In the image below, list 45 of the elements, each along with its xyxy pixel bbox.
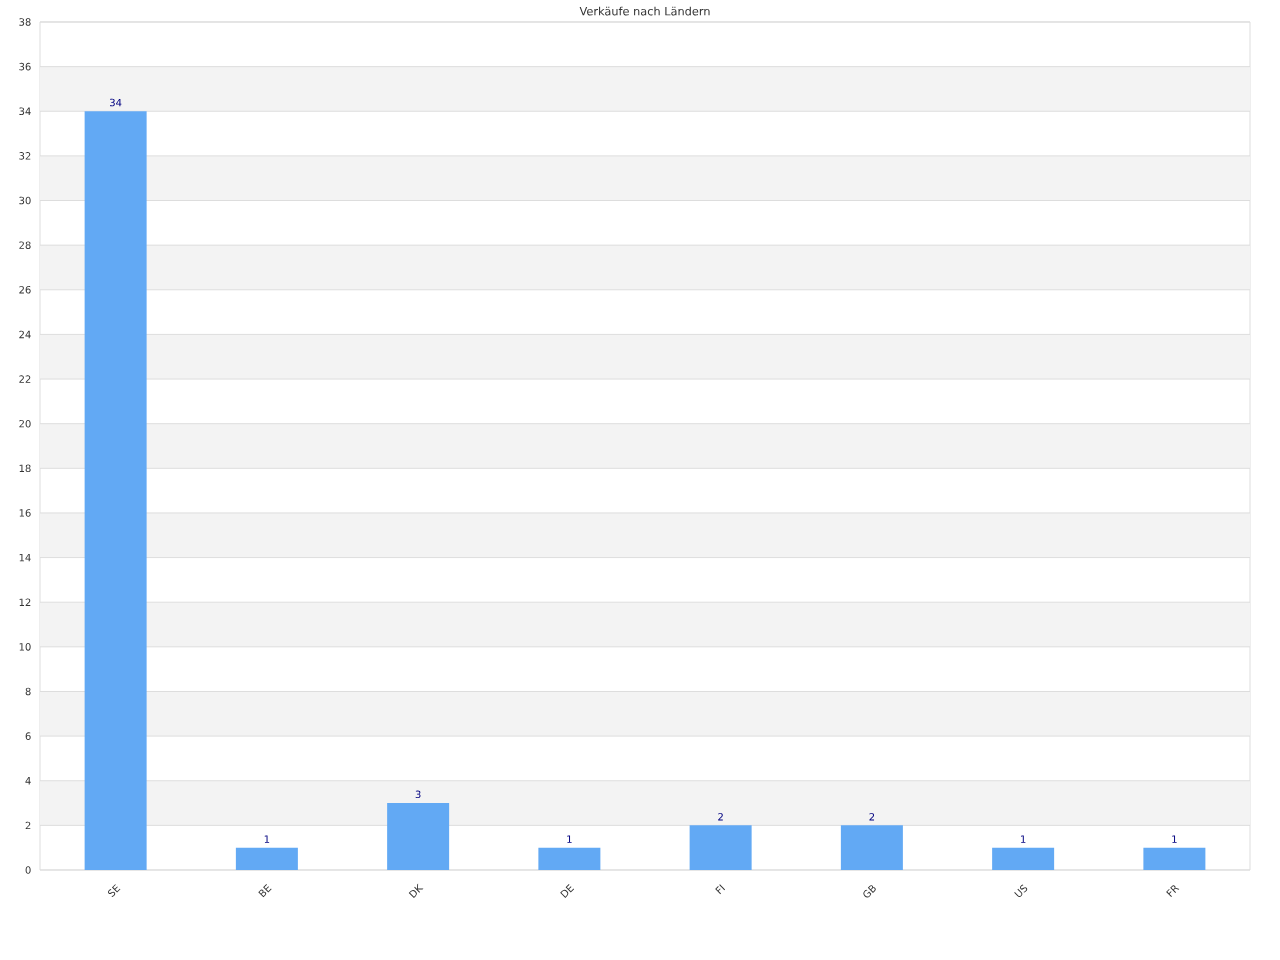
y-tick-label: 10 xyxy=(19,643,31,651)
x-tick-label: BE xyxy=(258,884,272,898)
data-label: 2 xyxy=(718,813,723,821)
y-tick-label: 4 xyxy=(25,777,31,785)
y-tick-label: 18 xyxy=(19,464,31,473)
y-tick-label: 22 xyxy=(19,375,31,383)
y-tick-label: 28 xyxy=(19,241,31,249)
y-tick-label: 6 xyxy=(25,732,31,740)
y-tick-label: 20 xyxy=(19,419,31,428)
y-tick-label: 38 xyxy=(19,18,31,26)
bar xyxy=(387,803,450,870)
bar xyxy=(84,111,147,870)
y-tick-label: 8 xyxy=(25,687,31,696)
bar xyxy=(1143,847,1206,870)
chart-title: Verkäufe nach Ländern xyxy=(579,6,710,16)
x-tick-label: DE xyxy=(560,884,575,898)
y-tick-label: 0 xyxy=(25,866,31,874)
x-tick-label: US xyxy=(1014,884,1028,897)
y-tick-label: 34 xyxy=(19,107,31,116)
x-tick-label: SE xyxy=(108,884,121,898)
data-label: 34 xyxy=(110,98,122,107)
data-label: 2 xyxy=(869,813,875,821)
data-label: 1 xyxy=(1021,835,1026,843)
y-tick-label: 14 xyxy=(19,553,31,562)
data-label: 1 xyxy=(264,835,270,843)
y-tick-label: 12 xyxy=(19,598,31,606)
y-tick-label: 2 xyxy=(25,821,31,830)
y-tick-label: 24 xyxy=(19,330,31,339)
x-tick-label: GB xyxy=(863,885,876,898)
data-label: 1 xyxy=(567,835,572,843)
bar xyxy=(689,825,752,870)
y-tick-label: 26 xyxy=(19,286,31,294)
y-tick-label: 16 xyxy=(19,509,31,517)
y-tick-label: 30 xyxy=(19,196,31,205)
x-tick-label: FI xyxy=(715,884,726,895)
x-tick-label: FR xyxy=(1166,885,1180,898)
y-tick-label: 32 xyxy=(19,152,31,160)
y-tick-label: 36 xyxy=(19,62,31,71)
data-label: 1 xyxy=(1172,835,1177,843)
bar xyxy=(992,847,1055,870)
bar xyxy=(840,825,903,870)
data-label: 3 xyxy=(415,790,421,799)
bar xyxy=(235,847,298,870)
x-tick-label: DK xyxy=(408,883,424,899)
bar xyxy=(538,847,601,870)
